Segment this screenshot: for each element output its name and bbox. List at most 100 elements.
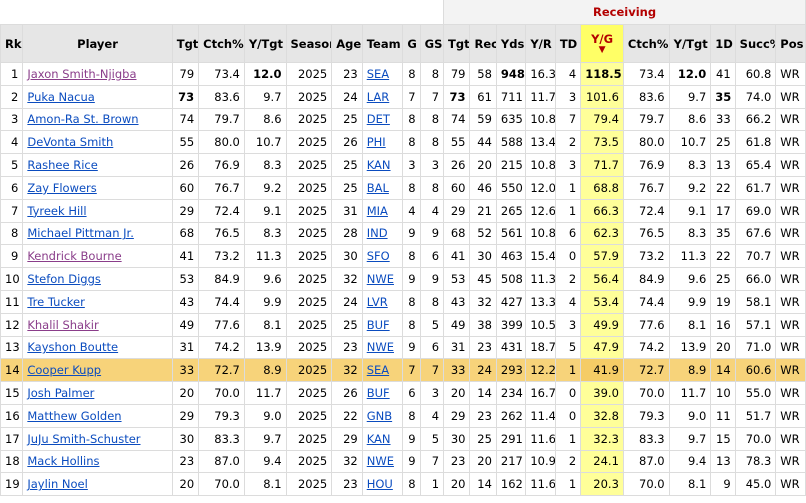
team-link[interactable]: NWE — [366, 340, 394, 355]
cell-team: MIA — [361, 198, 404, 223]
player-link[interactable]: Cooper Kupp — [27, 363, 102, 378]
col-header-ctch2[interactable]: Ctch% — [622, 24, 670, 63]
cell-season: 2025 — [285, 221, 333, 246]
cell-pos: WR — [775, 221, 806, 246]
team-link[interactable]: DET — [366, 112, 390, 127]
col-header-ytgt[interactable]: Y/Tgt — [243, 24, 287, 63]
team-link[interactable]: BUF — [366, 317, 390, 332]
col-header-td[interactable]: TD — [554, 24, 582, 63]
cell-fd: 20 — [710, 335, 736, 360]
cell-ctch: 76.5 — [198, 221, 245, 246]
cell-gs: 6 — [419, 244, 445, 269]
cell-fd: 15 — [710, 426, 736, 451]
col-header-tgt2[interactable]: Tgt — [443, 24, 471, 63]
col-header-season[interactable]: Season — [285, 24, 333, 63]
cell-player: JuJu Smith-Schuster — [22, 426, 173, 451]
cell-td: 1 — [554, 472, 582, 497]
col-header-tgt[interactable]: Tgt — [171, 24, 200, 63]
cell-yds: 215 — [495, 153, 527, 177]
player-link[interactable]: Tre Tucker — [27, 294, 85, 309]
col-header-rk[interactable]: Rk — [0, 24, 24, 63]
team-link[interactable]: LVR — [366, 294, 388, 309]
team-link[interactable]: MIA — [366, 203, 388, 218]
player-link[interactable]: Michael Pittman Jr. — [27, 226, 134, 241]
cell-g: 8 — [402, 107, 421, 132]
team-link[interactable]: PHI — [366, 135, 386, 150]
cell-team: IND — [361, 221, 404, 246]
cell-player: DeVonta Smith — [22, 130, 173, 155]
player-link[interactable]: Stefon Diggs — [27, 272, 101, 287]
cell-succ: 67.6 — [734, 221, 777, 246]
col-header-ctch[interactable]: Ctch% — [198, 24, 245, 63]
cell-yds: 948 — [495, 62, 527, 86]
player-link[interactable]: Jaxon Smith-Njigba — [27, 66, 137, 81]
cell-ytgt: 10.7 — [243, 130, 287, 155]
table-row: 3 Amon-Ra St. Brown 74 79.7 8.6 2025 25 DET 8 8 74… — [0, 107, 806, 132]
team-link[interactable]: SEA — [366, 66, 390, 81]
col-header-age[interactable]: Age — [331, 24, 363, 63]
cell-yr: 10.8 — [525, 221, 556, 246]
player-link[interactable]: Khalil Shakir — [27, 317, 99, 332]
player-link[interactable]: JuJu Smith-Schuster — [27, 431, 141, 446]
col-header-yr[interactable]: Y/R — [525, 24, 556, 63]
cell-td: 3 — [554, 312, 582, 337]
cell-g: 8 — [402, 472, 421, 497]
player-link[interactable]: Mack Hollins — [27, 454, 100, 469]
cell-rec: 21 — [469, 198, 497, 223]
col-header-pos[interactable]: Pos — [775, 24, 806, 63]
cell-td: 1 — [554, 358, 582, 383]
player-link[interactable]: Puka Nacua — [27, 89, 95, 104]
col-header-ytgt2[interactable]: Y/Tgt — [668, 24, 712, 63]
team-link[interactable]: KAN — [366, 158, 391, 173]
cell-team: LVR — [361, 289, 404, 314]
col-header-yg-sorted[interactable]: Y/G ▼ — [580, 24, 624, 63]
team-link[interactable]: SFO — [366, 249, 390, 264]
player-link[interactable]: DeVonta Smith — [27, 135, 114, 150]
player-link[interactable]: Tyreek Hill — [27, 203, 87, 218]
team-link[interactable]: NWE — [366, 272, 394, 287]
col-header-1d[interactable]: 1D — [710, 24, 736, 63]
cell-rec: 20 — [469, 153, 497, 177]
team-link[interactable]: LAR — [366, 89, 390, 104]
team-link[interactable]: GNB — [366, 408, 393, 423]
cell-fd: 35 — [710, 221, 736, 246]
cell-gs: 8 — [419, 130, 445, 155]
cell-ytgt: 9.7 — [243, 84, 287, 109]
team-link[interactable]: SEA — [366, 363, 390, 378]
player-link[interactable]: Kayshon Boutte — [27, 340, 119, 355]
player-link[interactable]: Rashee Rice — [27, 158, 98, 173]
team-link[interactable]: NWE — [366, 454, 394, 469]
cell-yg: 49.9 — [580, 312, 624, 337]
col-header-gs[interactable]: GS — [419, 24, 445, 63]
cell-yg: 66.3 — [580, 198, 624, 223]
cell-tgt: 31 — [171, 335, 200, 360]
team-link[interactable]: BAL — [366, 180, 389, 195]
team-link[interactable]: HOU — [366, 477, 393, 492]
cell-ctch: 73.4 — [198, 62, 245, 86]
team-link[interactable]: IND — [366, 226, 388, 241]
col-header-rec[interactable]: Rec — [469, 24, 497, 63]
col-header-g[interactable]: G — [402, 24, 421, 63]
cell-ctch: 70.0 — [198, 472, 245, 497]
cell-g: 9 — [402, 426, 421, 451]
cell-ytgt2: 9.1 — [668, 198, 712, 223]
player-link[interactable]: Zay Flowers — [27, 180, 97, 195]
col-header-yds[interactable]: Yds — [495, 24, 527, 63]
table-row: 18 Mack Hollins 23 87.0 9.4 2025 32 NWE 9 7 23 20 21… — [0, 449, 806, 474]
table-row: 9 Kendrick Bourne 41 73.2 11.3 2025 30 SFO 8 6 41 3… — [0, 244, 806, 269]
col-header-player[interactable]: Player — [22, 24, 173, 63]
cell-ytgt: 9.6 — [243, 267, 287, 291]
player-link[interactable]: Amon-Ra St. Brown — [27, 112, 139, 127]
cell-season: 2025 — [285, 381, 333, 405]
cell-age: 28 — [331, 221, 363, 246]
col-header-team[interactable]: Team — [361, 24, 404, 63]
cell-td: 1 — [554, 198, 582, 223]
team-link[interactable]: KAN — [366, 431, 391, 446]
player-link[interactable]: Jaylin Noel — [27, 477, 88, 492]
cell-ytgt: 11.3 — [243, 244, 287, 269]
player-link[interactable]: Josh Palmer — [27, 386, 95, 401]
player-link[interactable]: Kendrick Bourne — [27, 249, 122, 264]
player-link[interactable]: Matthew Golden — [27, 408, 122, 423]
col-header-succ[interactable]: Succ% — [734, 24, 777, 63]
team-link[interactable]: BUF — [366, 386, 390, 401]
